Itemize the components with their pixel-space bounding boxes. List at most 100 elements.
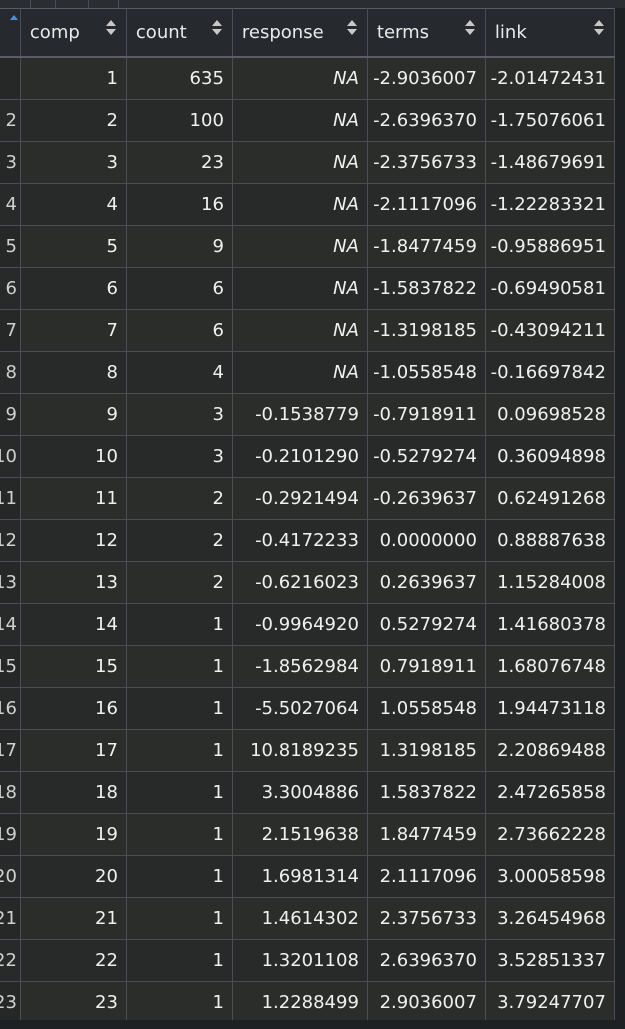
- cell-response[interactable]: -1.8562984: [231, 645, 368, 688]
- cell-response[interactable]: NA: [231, 183, 368, 226]
- cell-terms[interactable]: 2.6396370: [366, 939, 486, 982]
- cell-count[interactable]: 6: [125, 309, 233, 352]
- cell-count[interactable]: 1: [125, 939, 233, 982]
- cell-response[interactable]: 10.8189235: [231, 729, 368, 772]
- cell-terms[interactable]: 2.9036007: [366, 981, 486, 1024]
- cell-response[interactable]: 1.6981314: [231, 855, 368, 898]
- cell-count[interactable]: 9: [125, 225, 233, 268]
- cell-terms[interactable]: 0.2639637: [366, 561, 486, 604]
- cell-comp[interactable]: 18: [19, 771, 127, 814]
- table-row[interactable]: 5 5 9 NA -1.8477459 -0.95886951: [0, 225, 615, 268]
- cell-terms[interactable]: -0.5279274: [366, 435, 486, 478]
- cell-comp[interactable]: 5: [19, 225, 127, 268]
- cell-link[interactable]: 1.15284008: [484, 561, 615, 604]
- cell-terms[interactable]: 0.7918911: [366, 645, 486, 688]
- column-header-response[interactable]: response: [231, 8, 368, 58]
- sort-arrows-icon[interactable]: [105, 18, 116, 38]
- cell-link[interactable]: 0.09698528: [484, 393, 615, 436]
- cell-link[interactable]: -1.75076061: [484, 99, 615, 142]
- cell-terms[interactable]: 2.1117096: [366, 855, 486, 898]
- cell-response[interactable]: -0.4172233: [231, 519, 368, 562]
- cell-response[interactable]: NA: [231, 267, 368, 310]
- cell-comp[interactable]: 15: [19, 645, 127, 688]
- cell-response[interactable]: 1.2288499: [231, 981, 368, 1024]
- table-row[interactable]: 7 7 6 NA -1.3198185 -0.43094211: [0, 309, 615, 352]
- column-header-terms[interactable]: terms: [366, 8, 486, 58]
- cell-response[interactable]: -0.9964920: [231, 603, 368, 646]
- cell-link[interactable]: 2.73662228: [484, 813, 615, 856]
- cell-count[interactable]: 2: [125, 477, 233, 520]
- cell-link[interactable]: 1.68076748: [484, 645, 615, 688]
- cell-comp[interactable]: 3: [19, 141, 127, 184]
- cell-terms[interactable]: -0.2639637: [366, 477, 486, 520]
- cell-comp[interactable]: 9: [19, 393, 127, 436]
- cell-count[interactable]: 1: [125, 771, 233, 814]
- cell-comp[interactable]: 17: [19, 729, 127, 772]
- cell-comp[interactable]: 11: [19, 477, 127, 520]
- cell-link[interactable]: -0.16697842: [484, 351, 615, 394]
- sort-arrows-icon[interactable]: [346, 18, 357, 38]
- cell-response[interactable]: NA: [231, 309, 368, 352]
- cell-response[interactable]: -0.2921494: [231, 477, 368, 520]
- cell-count[interactable]: 3: [125, 435, 233, 478]
- sort-arrows-icon[interactable]: [464, 18, 475, 38]
- table-row[interactable]: 1 635 NA -2.9036007 -2.01472431: [0, 56, 615, 100]
- cell-count[interactable]: 1: [125, 855, 233, 898]
- cell-response[interactable]: NA: [231, 141, 368, 184]
- cell-comp[interactable]: 19: [19, 813, 127, 856]
- cell-terms[interactable]: -1.8477459: [366, 225, 486, 268]
- cell-comp[interactable]: 6: [19, 267, 127, 310]
- cell-response[interactable]: NA: [231, 225, 368, 268]
- cell-comp[interactable]: 13: [19, 561, 127, 604]
- table-row[interactable]: 9 9 3 -0.1538779 -0.7918911 0.09698528: [0, 393, 615, 436]
- cell-comp[interactable]: 10: [19, 435, 127, 478]
- cell-link[interactable]: 2.20869488: [484, 729, 615, 772]
- sort-arrows-icon[interactable]: [593, 18, 604, 38]
- cell-count[interactable]: 1: [125, 981, 233, 1024]
- cell-count[interactable]: 4: [125, 351, 233, 394]
- cell-count[interactable]: 1: [125, 729, 233, 772]
- cell-terms[interactable]: 1.0558548: [366, 687, 486, 730]
- table-row[interactable]: 8 8 4 NA -1.0558548 -0.16697842: [0, 351, 615, 394]
- cell-terms[interactable]: 2.3756733: [366, 897, 486, 940]
- cell-response[interactable]: -0.1538779: [231, 393, 368, 436]
- cell-terms[interactable]: -2.1117096: [366, 183, 486, 226]
- cell-comp[interactable]: 21: [19, 897, 127, 940]
- cell-link[interactable]: 3.52851337: [484, 939, 615, 982]
- cell-comp[interactable]: 1: [19, 56, 127, 100]
- cell-comp[interactable]: 12: [19, 519, 127, 562]
- cell-terms[interactable]: -2.6396370: [366, 99, 486, 142]
- cell-link[interactable]: 3.79247707: [484, 981, 615, 1024]
- cell-response[interactable]: -0.2101290: [231, 435, 368, 478]
- cell-count[interactable]: 3: [125, 393, 233, 436]
- column-header-link[interactable]: link: [484, 8, 615, 58]
- cell-count[interactable]: 2: [125, 519, 233, 562]
- cell-comp[interactable]: 23: [19, 981, 127, 1024]
- cell-count[interactable]: 2: [125, 561, 233, 604]
- cell-link[interactable]: -1.48679691: [484, 141, 615, 184]
- cell-terms[interactable]: 0.0000000: [366, 519, 486, 562]
- cell-comp[interactable]: 22: [19, 939, 127, 982]
- cell-count[interactable]: 1: [125, 813, 233, 856]
- cell-comp[interactable]: 4: [19, 183, 127, 226]
- cell-comp[interactable]: 8: [19, 351, 127, 394]
- cell-count[interactable]: 23: [125, 141, 233, 184]
- cell-link[interactable]: 1.41680378: [484, 603, 615, 646]
- cell-link[interactable]: -0.95886951: [484, 225, 615, 268]
- cell-link[interactable]: 3.26454968: [484, 897, 615, 940]
- cell-comp[interactable]: 2: [19, 99, 127, 142]
- cell-response[interactable]: 2.1519638: [231, 813, 368, 856]
- cell-link[interactable]: 0.36094898: [484, 435, 615, 478]
- cell-response[interactable]: NA: [231, 351, 368, 394]
- cell-comp[interactable]: 7: [19, 309, 127, 352]
